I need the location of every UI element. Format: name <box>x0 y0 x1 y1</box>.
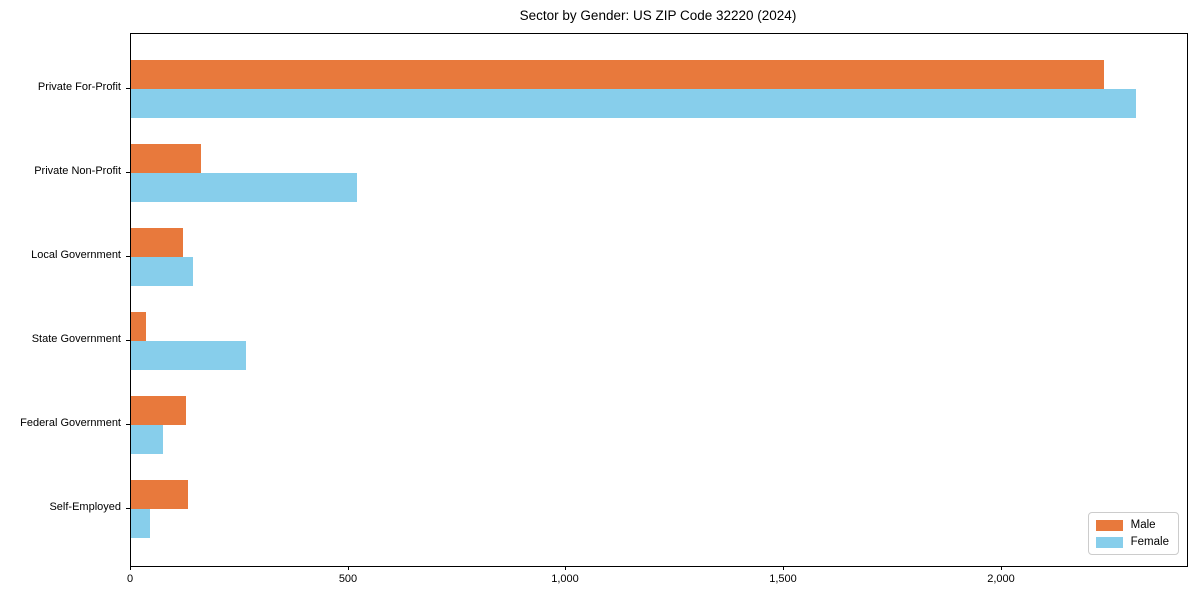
x-tick-label-1-000: 1,000 <box>551 573 579 585</box>
y-tick-mark <box>126 340 130 341</box>
legend: Male Female <box>1087 512 1179 555</box>
bar-female-private-for-profit <box>131 89 1136 118</box>
chart-title: Sector by Gender: US ZIP Code 32220 (202… <box>519 8 797 23</box>
y-tick-label-federal-government: Federal Government <box>20 417 121 429</box>
x-tick-label-2-000: 2,000 <box>987 573 1015 585</box>
x-tick-mark <box>783 566 784 570</box>
y-tick-label-state-government: State Government <box>31 333 121 345</box>
bar-male-private-for-profit <box>131 60 1104 89</box>
legend-swatch-male <box>1095 519 1123 531</box>
bar-male-federal-government <box>131 396 186 425</box>
x-tick-mark <box>565 566 566 570</box>
bar-female-self-employed <box>131 509 150 538</box>
bar-female-state-government <box>131 341 246 370</box>
bar-male-self-employed <box>131 480 188 509</box>
x-tick-mark <box>348 566 349 570</box>
x-tick-mark <box>1001 566 1002 570</box>
y-tick-label-local-government: Local Government <box>31 249 121 261</box>
y-tick-mark <box>126 172 130 173</box>
legend-swatch-female <box>1095 536 1123 548</box>
legend-item-female: Female <box>1095 536 1169 548</box>
bar-female-private-non-profit <box>131 173 357 202</box>
bar-male-private-non-profit <box>131 144 201 173</box>
y-tick-mark <box>126 424 130 425</box>
y-tick-mark <box>126 88 130 89</box>
y-tick-mark <box>126 256 130 257</box>
bar-female-federal-government <box>131 425 163 454</box>
y-tick-label-private-non-profit: Private Non-Profit <box>34 165 121 177</box>
y-tick-label-self-employed: Self-Employed <box>49 501 121 513</box>
plot-area: Male Female <box>130 33 1188 567</box>
bar-male-state-government <box>131 312 146 341</box>
x-tick-label-1-500: 1,500 <box>769 573 797 585</box>
x-tick-mark <box>130 566 131 570</box>
bar-female-local-government <box>131 257 193 286</box>
x-tick-label-500: 500 <box>338 573 358 585</box>
y-tick-label-private-for-profit: Private For-Profit <box>37 81 121 93</box>
legend-label-male: Male <box>1130 519 1156 531</box>
legend-label-female: Female <box>1130 536 1169 548</box>
x-tick-label-0: 0 <box>126 573 134 585</box>
legend-item-male: Male <box>1095 519 1169 531</box>
bar-male-local-government <box>131 228 183 257</box>
y-tick-mark <box>126 508 130 509</box>
